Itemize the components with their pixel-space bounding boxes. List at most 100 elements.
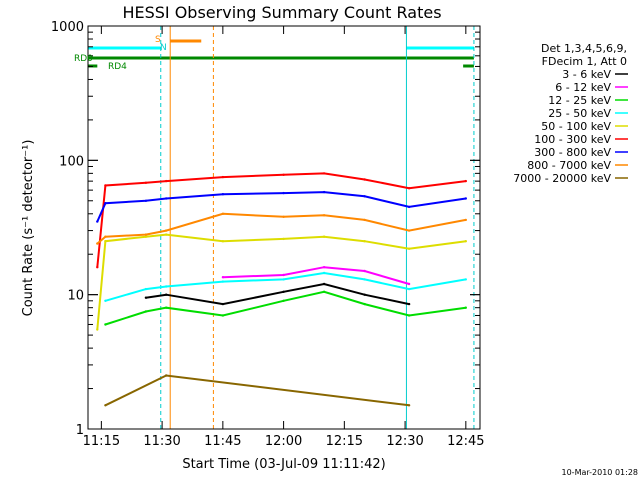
series-point-5-8 [407,187,411,190]
x-tick-label-1: 11:30 [143,434,180,449]
legend-label-3: 25 - 50 keV [548,107,611,120]
series-point-1-1 [282,273,285,277]
series-point-3-6 [363,278,366,281]
x-tick-label-4: 12:15 [326,434,363,449]
series-point-3-1 [144,287,148,291]
series-point-4-4 [221,240,225,243]
series-point-4-9 [464,240,467,243]
series-point-3-7 [407,287,411,291]
series-point-5-7 [363,178,366,181]
series-point-6-3 [165,197,168,200]
series-point-6-0 [96,220,99,223]
legend-label-2: 12 - 25 keV [548,94,611,107]
series-point-4-2 [144,235,148,238]
series-point-5-0 [96,266,99,269]
series-point-6-9 [464,197,467,200]
x-axis-label: Start Time (03-Jul-09 11:11:42) [182,457,385,472]
series-point-2-0 [104,323,107,326]
series-point-7-2 [144,233,148,236]
series-point-4-6 [322,235,326,238]
series-point-6-4 [221,193,225,196]
x-tick-label-6: 12:45 [447,434,484,449]
series-point-4-0 [96,328,99,331]
series-point-2-2 [165,306,168,309]
legend-label-6: 300 - 800 keV [534,146,611,159]
series-line-6 [96,191,466,223]
series-point-5-9 [464,179,467,183]
series-line-4 [96,233,466,330]
series-point-7-0 [96,242,99,245]
series-point-0-2 [221,302,225,306]
flag-label-rd0: RD0 [74,54,93,64]
series-point-5-1 [104,184,107,187]
series-point-7-8 [407,229,411,232]
series-point-8-0 [104,404,107,407]
series-point-1-4 [407,282,411,286]
chart-title: HESSI Observing Summary Count Rates [122,3,441,22]
series-point-4-1 [104,240,107,243]
series-point-3-8 [464,278,467,281]
series-point-5-3 [165,179,168,183]
legend-label-0: 3 - 6 keV [562,68,611,81]
series-point-7-6 [322,214,326,217]
series-point-6-5 [282,191,285,195]
series-point-3-4 [282,278,285,281]
series-point-2-6 [363,302,366,306]
series-point-3-2 [165,285,168,288]
series-point-7-1 [104,235,107,238]
series-point-3-3 [221,280,225,283]
series-point-2-7 [407,314,411,317]
legend-header-line-1: Det 1,3,4,5,6,9, [541,42,627,55]
series-point-0-5 [363,293,366,296]
series-line-0 [145,282,410,306]
series-point-2-4 [282,299,285,302]
legend-label-7: 800 - 7000 keV [527,159,611,172]
series-point-2-5 [322,290,326,293]
series-point-1-2 [322,266,326,269]
y-tick-label-0: 1 [76,423,84,438]
series-point-8-2 [407,404,411,407]
series-point-8-1 [165,374,168,377]
series-line-7 [96,212,466,245]
series-point-2-3 [221,314,225,317]
series-point-6-2 [144,199,148,202]
legend-header-line-2: FDecim 1, Att 0 [542,55,627,68]
series-point-0-4 [322,282,326,286]
series-point-3-5 [322,271,326,275]
series-point-5-6 [322,172,326,175]
series-point-0-6 [407,302,411,306]
series-point-7-5 [282,215,285,218]
axis-ticks: 11:15 11:30 11:45 12:00 12:15 12:30 12:45 1 10 10… [51,20,485,449]
series-point-7-9 [464,218,467,222]
y-tick-label-1: 10 [67,289,84,304]
flag-label-s: S [155,35,161,45]
legend-label-4: 50 - 100 keV [541,120,611,133]
y-axis-label: Count Rate (s⁻¹ detector⁻¹) [21,140,36,317]
series-point-5-2 [144,181,148,184]
plot-marks [88,26,475,429]
series-point-2-1 [144,310,148,313]
series-point-3-0 [104,299,107,302]
series-point-6-1 [104,202,107,205]
series-point-2-8 [464,306,467,309]
series-point-0-3 [282,290,285,293]
series-point-7-3 [165,229,168,232]
series-point-6-7 [363,195,366,198]
series-point-5-4 [221,175,225,179]
series-point-4-3 [165,233,168,236]
series-point-7-7 [363,218,366,222]
timestamp: 10-Mar-2010 01:28 [562,468,639,477]
series-point-4-7 [363,240,366,243]
flag-label-n: N [160,43,167,53]
series-line-5 [96,172,466,268]
x-tick-label-2: 11:45 [204,434,241,449]
flag-label-rd4: RD4 [108,62,127,72]
series-point-4-8 [407,247,411,250]
series-line-8 [104,374,410,407]
series-point-0-0 [144,296,148,299]
series-point-0-1 [165,293,168,296]
x-tick-label-0: 11:15 [83,434,120,449]
series-point-1-3 [363,269,366,273]
